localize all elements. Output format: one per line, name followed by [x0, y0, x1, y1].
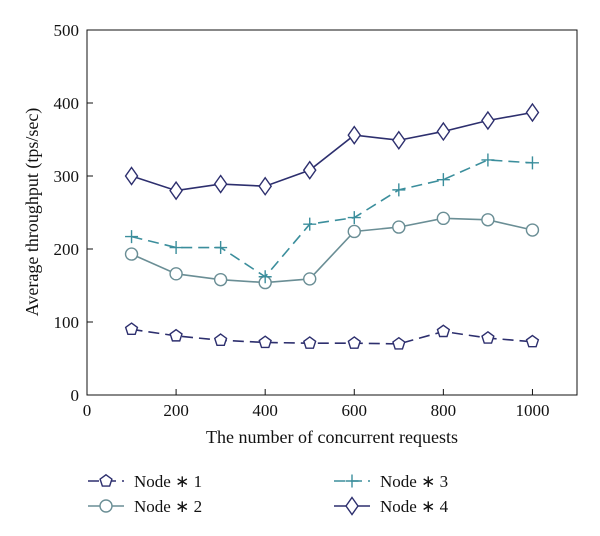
data-point [258, 335, 272, 349]
data-point [481, 330, 495, 344]
y-tick-label: 200 [54, 240, 80, 259]
series-3 [125, 153, 539, 284]
x-tick-label: 1000 [515, 401, 549, 420]
legend-marker [345, 474, 359, 488]
series-line [131, 159, 533, 278]
plot-frame [86, 29, 578, 396]
data-point [124, 322, 139, 336]
data-point [124, 166, 139, 186]
series-line [131, 217, 533, 284]
legend-label: Node ∗ 1 [134, 472, 202, 491]
legend-marker [345, 496, 359, 516]
data-point [169, 180, 183, 201]
data-point [525, 223, 540, 237]
data-point [392, 220, 406, 234]
series-layer [124, 102, 540, 350]
legend-label: Node ∗ 3 [380, 472, 448, 491]
data-point [436, 173, 450, 187]
series-2 [124, 211, 540, 290]
data-point [258, 176, 273, 196]
data-point [436, 121, 451, 142]
data-point [347, 336, 361, 349]
data-point [125, 230, 139, 244]
data-point [392, 183, 406, 197]
series-line [131, 328, 533, 345]
data-point [347, 211, 361, 225]
legend: Node ∗ 1 Node ∗ 2 Node ∗ 3 Node ∗ 4 [88, 472, 449, 516]
data-point [525, 156, 539, 170]
data-point [169, 267, 183, 281]
data-point [213, 333, 228, 346]
legend-item: Node ∗ 1 [88, 472, 202, 491]
legend-label: Node ∗ 2 [134, 497, 202, 516]
data-point [303, 272, 317, 286]
data-point [214, 241, 228, 255]
legend-marker [99, 473, 113, 487]
data-point [525, 334, 540, 348]
y-tick-label: 400 [54, 94, 80, 113]
data-point [347, 125, 362, 145]
axes: 0 200 400 600 800 1000 0 100 200 300 400 500 [54, 21, 550, 420]
y-tick-label: 100 [54, 313, 80, 332]
legend-label: Node ∗ 4 [380, 497, 449, 516]
legend-item: Node ∗ 4 [334, 496, 449, 516]
data-point [169, 241, 183, 255]
data-point [391, 130, 406, 150]
data-point [347, 224, 361, 239]
data-point [436, 211, 451, 226]
x-tick-label: 600 [342, 401, 368, 420]
data-point [124, 247, 139, 261]
x-axis-label: The number of concurrent requests [206, 427, 458, 447]
series-4 [124, 102, 540, 201]
data-point [302, 160, 317, 180]
data-point [303, 336, 317, 349]
y-tick-label: 0 [71, 386, 80, 405]
y-tick-label: 500 [54, 21, 80, 40]
y-tick-label: 300 [54, 167, 80, 186]
series-1 [124, 322, 540, 350]
data-point [213, 272, 228, 287]
data-point [481, 153, 495, 167]
data-point [169, 328, 183, 342]
data-point [436, 324, 451, 338]
y-axis-label: Average throughput (tps/sec) [22, 108, 43, 317]
data-point [481, 213, 495, 227]
data-point [213, 174, 228, 194]
x-tick-label: 0 [83, 401, 92, 420]
data-point [303, 217, 317, 231]
series-line [131, 111, 533, 192]
x-tick-label: 400 [252, 401, 278, 420]
data-point [392, 336, 406, 350]
legend-marker [99, 499, 113, 513]
data-point [481, 110, 495, 131]
x-tick-label: 800 [431, 401, 457, 420]
legend-item: Node ∗ 2 [88, 497, 202, 516]
data-point [258, 270, 272, 284]
data-point [525, 102, 540, 123]
legend-item: Node ∗ 3 [334, 472, 448, 491]
x-tick-label: 200 [163, 401, 189, 420]
